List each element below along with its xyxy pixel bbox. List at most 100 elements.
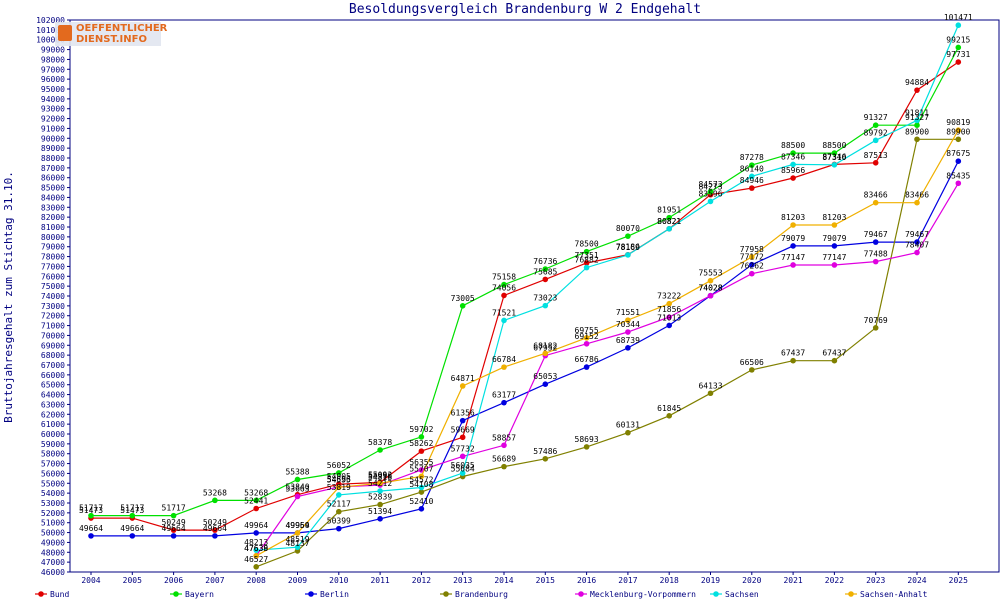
data-point	[336, 484, 342, 491]
data-label: 55092	[368, 470, 392, 479]
series-sachsen	[253, 22, 962, 553]
x-tick-label: 2014	[494, 576, 513, 585]
data-label: 84273	[698, 183, 722, 192]
data-label: 77147	[781, 253, 805, 262]
data-label: 80821	[657, 217, 681, 226]
data-label: 66506	[740, 358, 764, 367]
legend-item: Sachsen	[710, 590, 759, 599]
data-point	[542, 350, 549, 357]
x-tick-label: 2024	[907, 576, 926, 585]
data-label: 51473	[120, 506, 144, 515]
data-point	[418, 484, 425, 491]
legend-marker	[848, 591, 854, 597]
data-label: 75685	[533, 267, 557, 276]
data-label: 49664	[79, 524, 103, 533]
data-point	[831, 262, 838, 268]
data-label: 78186	[616, 243, 640, 252]
data-point	[418, 434, 425, 440]
legend-marker	[308, 591, 314, 597]
x-tick-label: 2007	[205, 576, 224, 585]
legend-marker	[713, 591, 719, 597]
y-tick-label: 77000	[41, 262, 65, 271]
data-point	[872, 122, 879, 129]
data-label: 81203	[781, 213, 805, 222]
y-tick-label: 66000	[41, 371, 65, 380]
data-point	[501, 364, 507, 370]
data-point	[542, 276, 549, 283]
data-label: 77172	[740, 253, 764, 262]
data-label: 57732	[451, 444, 475, 453]
data-point	[955, 127, 962, 134]
y-tick-label: 79000	[41, 243, 65, 252]
data-point	[955, 22, 962, 29]
data-label: 87513	[864, 151, 888, 160]
watermark-line2: DIENST.INFO	[76, 34, 147, 45]
data-label: 78169	[616, 243, 640, 252]
y-tick-label: 91000	[41, 124, 65, 133]
y-tick-label: 64000	[41, 391, 65, 400]
data-label: 49664	[162, 524, 186, 533]
legend-label: Mecklenburg-Vorpommern	[590, 590, 696, 599]
data-point	[377, 501, 383, 508]
y-tick-label: 65000	[41, 381, 65, 390]
data-label: 87346	[781, 152, 805, 161]
y-tick-label: 99000	[41, 46, 65, 55]
data-point	[294, 493, 301, 500]
data-label: 73222	[657, 292, 681, 301]
data-point	[583, 335, 590, 341]
data-label: 54572	[409, 476, 433, 485]
data-label: 68182	[533, 341, 557, 350]
series-line	[256, 24, 959, 551]
x-tick-label: 2015	[536, 576, 555, 585]
y-tick-label: 94000	[41, 95, 65, 104]
y-tick-label: 85000	[41, 184, 65, 193]
y-tick-label: 83000	[41, 203, 65, 212]
y-tick-label: 60000	[41, 430, 65, 439]
data-label: 87675	[946, 149, 970, 158]
series-line	[91, 47, 959, 517]
y-tick-label: 90000	[41, 134, 65, 143]
chart-title: Besoldungsvergleich Brandenburg W 2 Endg…	[349, 2, 701, 17]
data-labels: 51473 51473 50249 50249 52441 53840 54905 55092…	[79, 13, 973, 564]
y-tick-label: 52000	[41, 509, 65, 518]
data-label: 87278	[740, 153, 764, 162]
data-point	[790, 243, 796, 249]
data-label: 77488	[864, 250, 888, 259]
data-point	[336, 492, 342, 498]
data-label: 85966	[781, 166, 805, 175]
data-point	[294, 476, 301, 483]
series-line	[91, 160, 959, 537]
data-label: 75553	[698, 269, 722, 278]
data-point	[666, 214, 672, 221]
data-label: 46527	[244, 555, 268, 564]
y-tick-label: 92000	[41, 115, 65, 124]
data-point	[501, 442, 507, 449]
y-tick-label: 63000	[41, 400, 65, 409]
data-label: 57486	[533, 447, 557, 456]
data-label: 56355	[409, 458, 433, 467]
legend-marker	[578, 591, 584, 597]
data-label: 70344	[616, 320, 640, 329]
data-point	[872, 137, 879, 144]
data-label: 86140	[740, 164, 764, 173]
data-label: 88500	[822, 141, 846, 150]
data-point	[501, 292, 507, 299]
y-tick-label: 73000	[41, 302, 65, 311]
data-point	[707, 277, 714, 284]
data-label: 76262	[740, 262, 764, 271]
data-label: 54212	[368, 479, 392, 488]
data-point	[253, 505, 259, 512]
data-label: 69755	[575, 326, 599, 335]
data-point	[88, 512, 94, 519]
legend-marker	[173, 591, 179, 597]
data-point	[790, 222, 796, 228]
y-axis-label: Bruttojahresgehalt zum Stichtag 31.10.	[2, 171, 15, 423]
data-label: 53840	[285, 483, 309, 492]
data-label: 48213	[244, 538, 268, 547]
data-label: 77147	[822, 253, 846, 262]
data-point	[749, 173, 755, 180]
data-point	[914, 136, 920, 143]
data-label: 74028	[698, 284, 722, 293]
y-tick-label: 71000	[41, 322, 65, 331]
x-tick-label: 2006	[164, 576, 183, 585]
